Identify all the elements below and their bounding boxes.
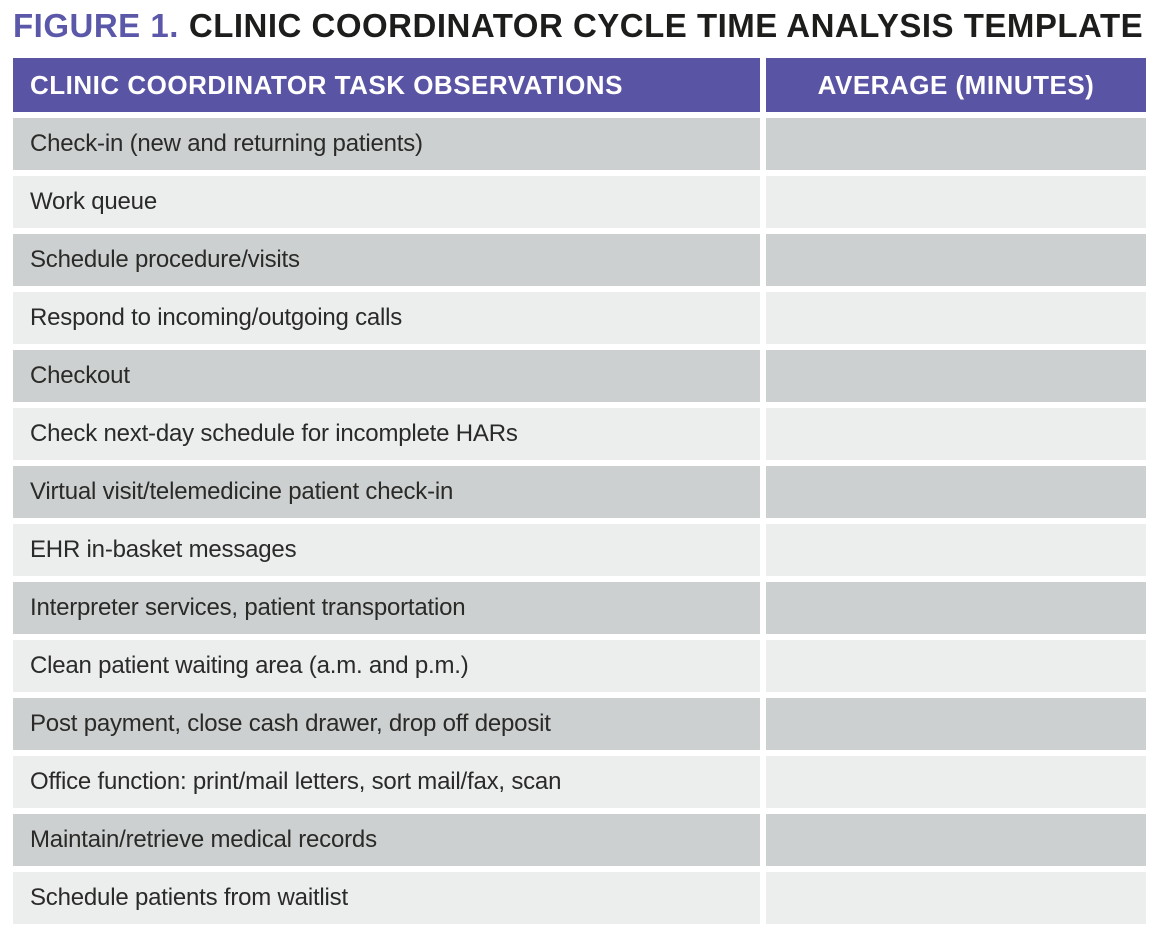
table-body: Check-in (new and returning patients) Wo… xyxy=(13,118,1146,924)
average-cell xyxy=(766,756,1146,808)
task-cell: Office function: print/mail letters, sor… xyxy=(13,756,760,808)
task-cell: Schedule patients from waitlist xyxy=(13,872,760,924)
table-row: Work queue xyxy=(13,176,1146,228)
task-cell: Check-in (new and returning patients) xyxy=(13,118,760,170)
table-row: Schedule procedure/visits xyxy=(13,234,1146,286)
average-cell xyxy=(766,524,1146,576)
task-cell: Checkout xyxy=(13,350,760,402)
average-cell xyxy=(766,234,1146,286)
average-cell xyxy=(766,814,1146,866)
task-cell: Interpreter services, patient transporta… xyxy=(13,582,760,634)
table-row: Schedule patients from waitlist xyxy=(13,872,1146,924)
table-row: Check next-day schedule for incomplete H… xyxy=(13,408,1146,460)
table-row: Clean patient waiting area (a.m. and p.m… xyxy=(13,640,1146,692)
table-row: Office function: print/mail letters, sor… xyxy=(13,756,1146,808)
average-cell xyxy=(766,408,1146,460)
task-cell: Respond to incoming/outgoing calls xyxy=(13,292,760,344)
table-row: EHR in-basket messages xyxy=(13,524,1146,576)
cycle-time-table: CLINIC COORDINATOR TASK OBSERVATIONS AVE… xyxy=(13,58,1146,924)
average-cell xyxy=(766,640,1146,692)
task-cell: Maintain/retrieve medical records xyxy=(13,814,760,866)
table-row: Virtual visit/telemedicine patient check… xyxy=(13,466,1146,518)
table-row: Interpreter services, patient transporta… xyxy=(13,582,1146,634)
table-row: Respond to incoming/outgoing calls xyxy=(13,292,1146,344)
column-header-average-minutes: AVERAGE (MINUTES) xyxy=(766,58,1146,112)
column-header-task-observations: CLINIC COORDINATOR TASK OBSERVATIONS xyxy=(13,58,760,112)
average-cell xyxy=(766,292,1146,344)
task-cell: Work queue xyxy=(13,176,760,228)
average-cell xyxy=(766,582,1146,634)
table-row: Post payment, close cash drawer, drop of… xyxy=(13,698,1146,750)
task-cell: Post payment, close cash drawer, drop of… xyxy=(13,698,760,750)
average-cell xyxy=(766,176,1146,228)
average-cell xyxy=(766,118,1146,170)
table-row: Check-in (new and returning patients) xyxy=(13,118,1146,170)
average-cell xyxy=(766,872,1146,924)
figure-title: FIGURE 1. CLINIC COORDINATOR CYCLE TIME A… xyxy=(13,5,1146,47)
figure-title-text: CLINIC COORDINATOR CYCLE TIME ANALYSIS T… xyxy=(188,7,1144,44)
task-cell: Virtual visit/telemedicine patient check… xyxy=(13,466,760,518)
average-cell xyxy=(766,698,1146,750)
figure-label: FIGURE 1. xyxy=(13,7,179,44)
task-cell: Check next-day schedule for incomplete H… xyxy=(13,408,760,460)
task-cell: Clean patient waiting area (a.m. and p.m… xyxy=(13,640,760,692)
table-row: Maintain/retrieve medical records xyxy=(13,814,1146,866)
table-row: Checkout xyxy=(13,350,1146,402)
average-cell xyxy=(766,466,1146,518)
task-cell: EHR in-basket messages xyxy=(13,524,760,576)
average-cell xyxy=(766,350,1146,402)
table-header-row: CLINIC COORDINATOR TASK OBSERVATIONS AVE… xyxy=(13,58,1146,112)
task-cell: Schedule procedure/visits xyxy=(13,234,760,286)
